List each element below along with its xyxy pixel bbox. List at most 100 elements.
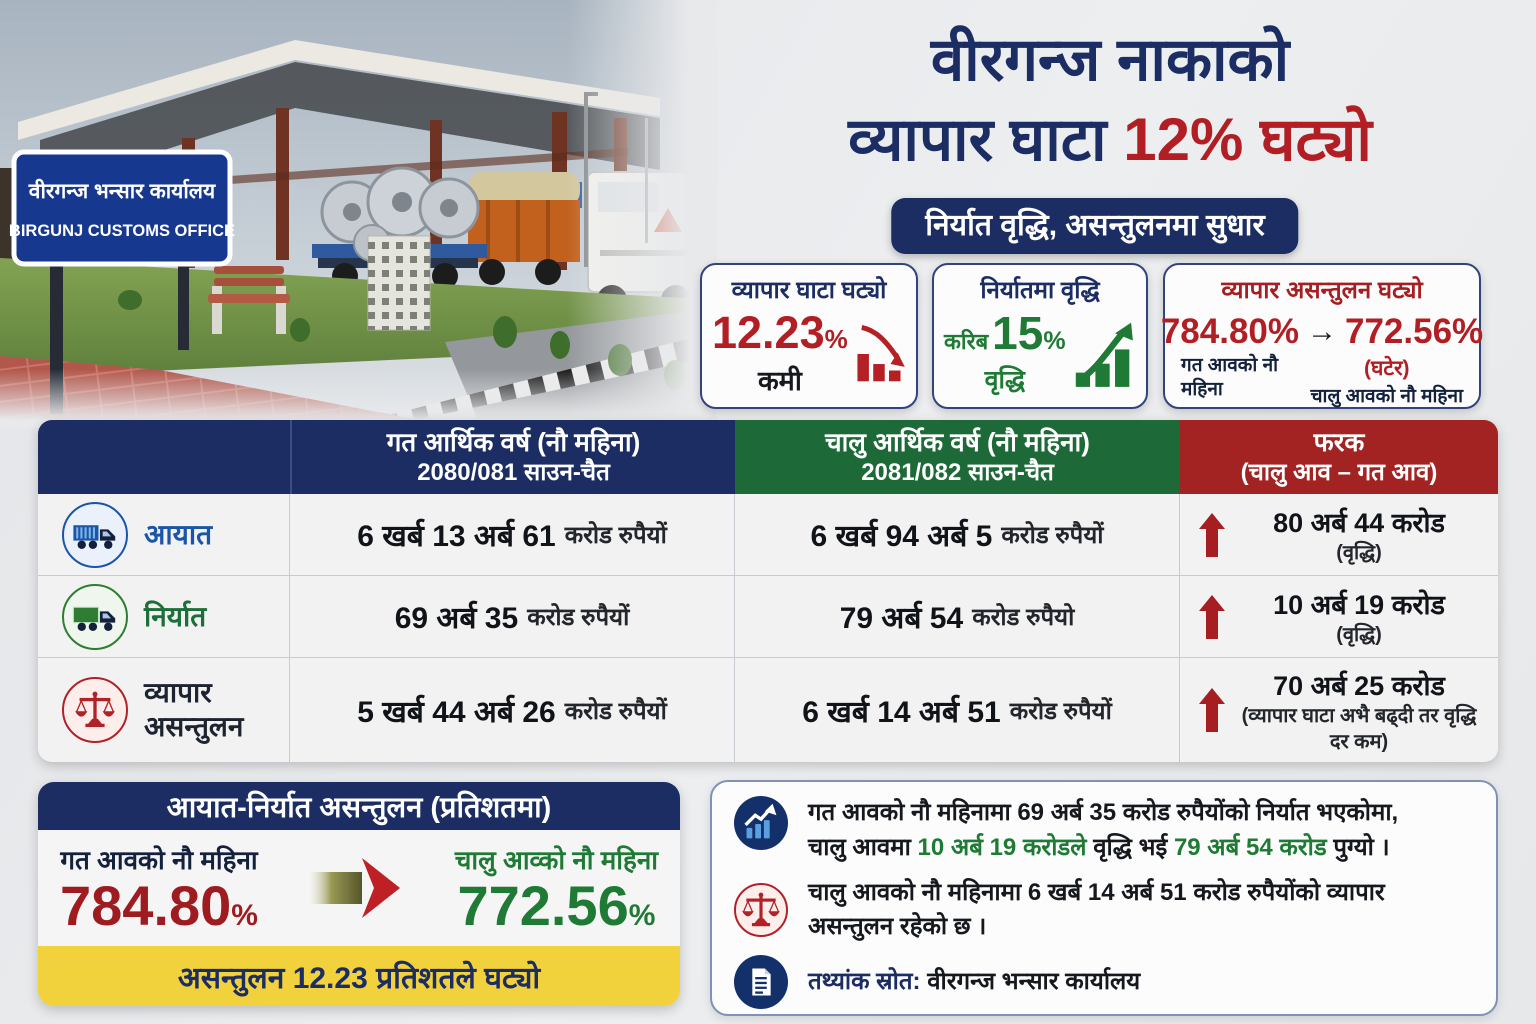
- right-arrow-icon: →: [1307, 315, 1337, 348]
- export-percent-sign: %: [1043, 327, 1066, 355]
- diff-note: (वृद्धि): [1336, 624, 1382, 646]
- note-line1: गत आवको नौ महिनामा 69 अर्ब 35 करोड रुपैय…: [808, 799, 1399, 826]
- import-truck-icon: [62, 501, 128, 568]
- table-row-import-label: आयात: [38, 494, 290, 576]
- value-main: 69 अर्ब 35: [394, 602, 519, 635]
- imbalance-card-title: व्यापार असन्तुलन घट्यो: [1221, 277, 1423, 304]
- value-unit: करोड रुपैयों: [1009, 697, 1112, 725]
- past-year-line2: 2080/081 साउन-चैत: [417, 459, 610, 487]
- note-segment: वृद्धि भई: [1086, 833, 1174, 861]
- imbalance-to-value: 772.56%: [1345, 312, 1484, 351]
- imbalance-to-label: चालु आव्को नौ महिना: [454, 844, 658, 875]
- notes-box: गत आवको नौ महिनामा 69 अर्ब 35 करोड रुपैय…: [710, 780, 1498, 1016]
- photo-fade-bottom: [0, 369, 715, 427]
- note-export-growth: गत आवको नौ महिनामा 69 अर्ब 35 करोड रुपैय…: [734, 796, 1474, 866]
- imbalance-from-label: गत आवको नौ महिना: [60, 844, 258, 875]
- page-title-line2: व्यापार घाटा 12% घट्यो: [700, 96, 1520, 178]
- import-diff-cell: 80 अर्ब 44 करोड (वृद्धि): [1180, 494, 1498, 576]
- header-blank-cell: [38, 420, 290, 494]
- deficit-card: व्यापार घाटा घट्यो 12.23% कमी: [700, 263, 918, 409]
- diff-main: 70 अर्ब 25 करोड: [1273, 670, 1445, 701]
- import-label: आयात: [144, 518, 213, 550]
- title-dark-part: व्यापार घाटा: [848, 106, 1124, 173]
- imbalance-box-footer: असन्तुलन 12.23 प्रतिशतले घट्यो: [38, 946, 680, 1006]
- value-unit: करोड रुपैयो: [972, 604, 1075, 631]
- value-main: 5 खर्ब 44 अर्ब 26: [357, 695, 556, 729]
- value-main: 6 खर्ब 94 अर्ब 5: [810, 520, 993, 553]
- note-segment: पुग्यो ।: [1326, 833, 1390, 861]
- up-arrow-icon: [1199, 512, 1225, 557]
- export-prefix: करिब: [944, 329, 989, 354]
- deficit-card-title: व्यापार घाटा घट्यो: [731, 277, 887, 304]
- imbalance-to-value: 772.56: [457, 873, 629, 937]
- note-green-value: 10 अर्ब 19 करोडले: [917, 833, 1087, 861]
- export-past-value: 69 अर्ब 35 करोड रुपैयों: [290, 576, 735, 658]
- scales-badge-icon: [734, 883, 788, 938]
- imbalance-to-label: चालु आवको नौ महिना: [1310, 386, 1463, 407]
- diff-note: (वृद्धि): [1336, 542, 1382, 564]
- diff-note: (व्यापार घाटा अभै बढ्दी तर वृद्धि दर कम): [1241, 704, 1477, 753]
- imbalance-from-value: 784.80%: [1160, 312, 1299, 351]
- diff-main: 80 अर्ब 44 करोड: [1273, 508, 1445, 538]
- source-document-icon: [734, 955, 788, 1010]
- imbalance-note: (घटेर): [1363, 357, 1410, 380]
- export-label: वृद्धि: [984, 366, 1025, 394]
- source-label: तथ्यांक स्रोत:: [808, 967, 921, 995]
- value-unit: करोड रुपैयों: [1001, 522, 1104, 549]
- imbalance-from-value: 784.80: [60, 873, 232, 937]
- canopy-underside: [40, 62, 660, 190]
- export-current-value: 79 अर्ब 54 करोड रुपैयो: [735, 576, 1180, 658]
- customs-office-photo: वीरगन्ज भन्सार कार्यालय BIRGUNJ CUSTOMS …: [0, 0, 717, 427]
- imbalance-past-value: 5 खर्ब 44 अर्ब 26 करोड रुपैयों: [290, 658, 735, 762]
- difference-line1: फरक: [1313, 426, 1365, 457]
- value-main: 6 खर्ब 14 अर्ब 51: [802, 695, 1001, 729]
- header-current-year: चालु आर्थिक वर्ष (नौ महिना) 2081/082 साउ…: [735, 420, 1180, 494]
- export-label: निर्यात: [144, 600, 207, 632]
- up-arrow-icon: [1199, 688, 1225, 732]
- export-value: 15: [992, 307, 1044, 359]
- table-row-imbalance-label: व्यापार असन्तुलन: [38, 658, 290, 762]
- title-red-part: 12% घट्यो: [1123, 106, 1372, 173]
- diff-main: 10 अर्ब 19 करोड: [1273, 590, 1445, 620]
- export-card-title: निर्यातमा वृद्धि: [980, 277, 1100, 304]
- photo-fade-right: [567, 0, 717, 425]
- canopy-roof: [18, 40, 660, 140]
- note-source-text: तथ्यांक स्रोत: वीरगन्ज भन्सार कार्यालय: [808, 965, 1474, 1000]
- imbalance-diff-cell: 70 अर्ब 25 करोड (व्यापार घाटा अभै बढ्दी …: [1180, 658, 1498, 762]
- imbalance-box-title: आयात-निर्यात असन्तुलन (प्रतिशतमा): [38, 782, 680, 830]
- note-imbalance-text: चालु आवको नौ महिनामा 6 खर्ब 14 अर्ब 51 क…: [808, 878, 1385, 941]
- imbalance-from-label: गत आवको नौ महिना: [1181, 355, 1279, 400]
- bench: [208, 266, 290, 334]
- trade-data-table: गत आर्थिक वर्ष (नौ महिना) 2080/081 साउन-…: [38, 420, 1498, 762]
- value-unit: करोड रुपैयों: [564, 697, 667, 725]
- current-year-line1: चालु आर्थिक वर्ष (नौ महिना): [825, 426, 1090, 457]
- deficit-percent-sign: %: [824, 324, 848, 354]
- import-current-value: 6 खर्ब 94 अर्ब 5 करोड रुपैयों: [735, 494, 1180, 576]
- difference-line2: (चालु आव – गत आव): [1240, 459, 1438, 487]
- value-main: 6 खर्ब 13 अर्ब 61: [357, 520, 556, 553]
- export-growth-card: निर्यातमा वृद्धि करिब15% वृद्धि: [932, 263, 1148, 409]
- page-title-line1: वीरगन्ज नाकाको: [930, 26, 1290, 93]
- current-year-line2: 2081/082 साउन-चैत: [861, 459, 1054, 487]
- header-difference: फरक (चालु आव – गत आव): [1180, 420, 1498, 494]
- note-imbalance: चालु आवको नौ महिनामा 6 खर्ब 14 अर्ब 51 क…: [734, 876, 1474, 946]
- percent-sign: %: [628, 898, 656, 932]
- note-green-value: 79 अर्ब 54 करोड: [1173, 833, 1327, 861]
- percent-sign: %: [231, 898, 258, 932]
- page-subtitle: निर्यात वृद्धि, असन्तुलनमा सुधार: [891, 198, 1299, 254]
- value-unit: करोड रुपैयों: [527, 604, 630, 631]
- imbalance-label: व्यापार असन्तुलन: [144, 677, 244, 742]
- decline-chart-icon: [857, 324, 905, 382]
- growth-chart-icon: [1075, 322, 1133, 387]
- customs-sign: वीरगन्ज भन्सार कार्यालय BIRGUNJ CUSTOMS …: [9, 149, 235, 414]
- imbalance-card: व्यापार असन्तुलन घट्यो 784.80% → 772.56%…: [1160, 263, 1484, 409]
- tarp-truck: [468, 172, 580, 285]
- deficit-label: कमी: [757, 366, 802, 396]
- header-past-year: गत आर्थिक वर्ष (नौ महिना) 2080/081 साउन-…: [290, 420, 735, 494]
- import-past-value: 6 खर्ब 13 अर्ब 61 करोड रुपैयों: [290, 494, 735, 576]
- source-value: वीरगन्ज भन्सार कार्यालय: [920, 967, 1141, 995]
- deficit-value: 12.23: [712, 307, 825, 358]
- scales-icon: [62, 677, 128, 743]
- table-row-export-label: निर्यात: [38, 576, 290, 658]
- note-export-growth-text: गत आवको नौ महिनामा 69 अर्ब 35 करोड रुपैय…: [808, 796, 1474, 866]
